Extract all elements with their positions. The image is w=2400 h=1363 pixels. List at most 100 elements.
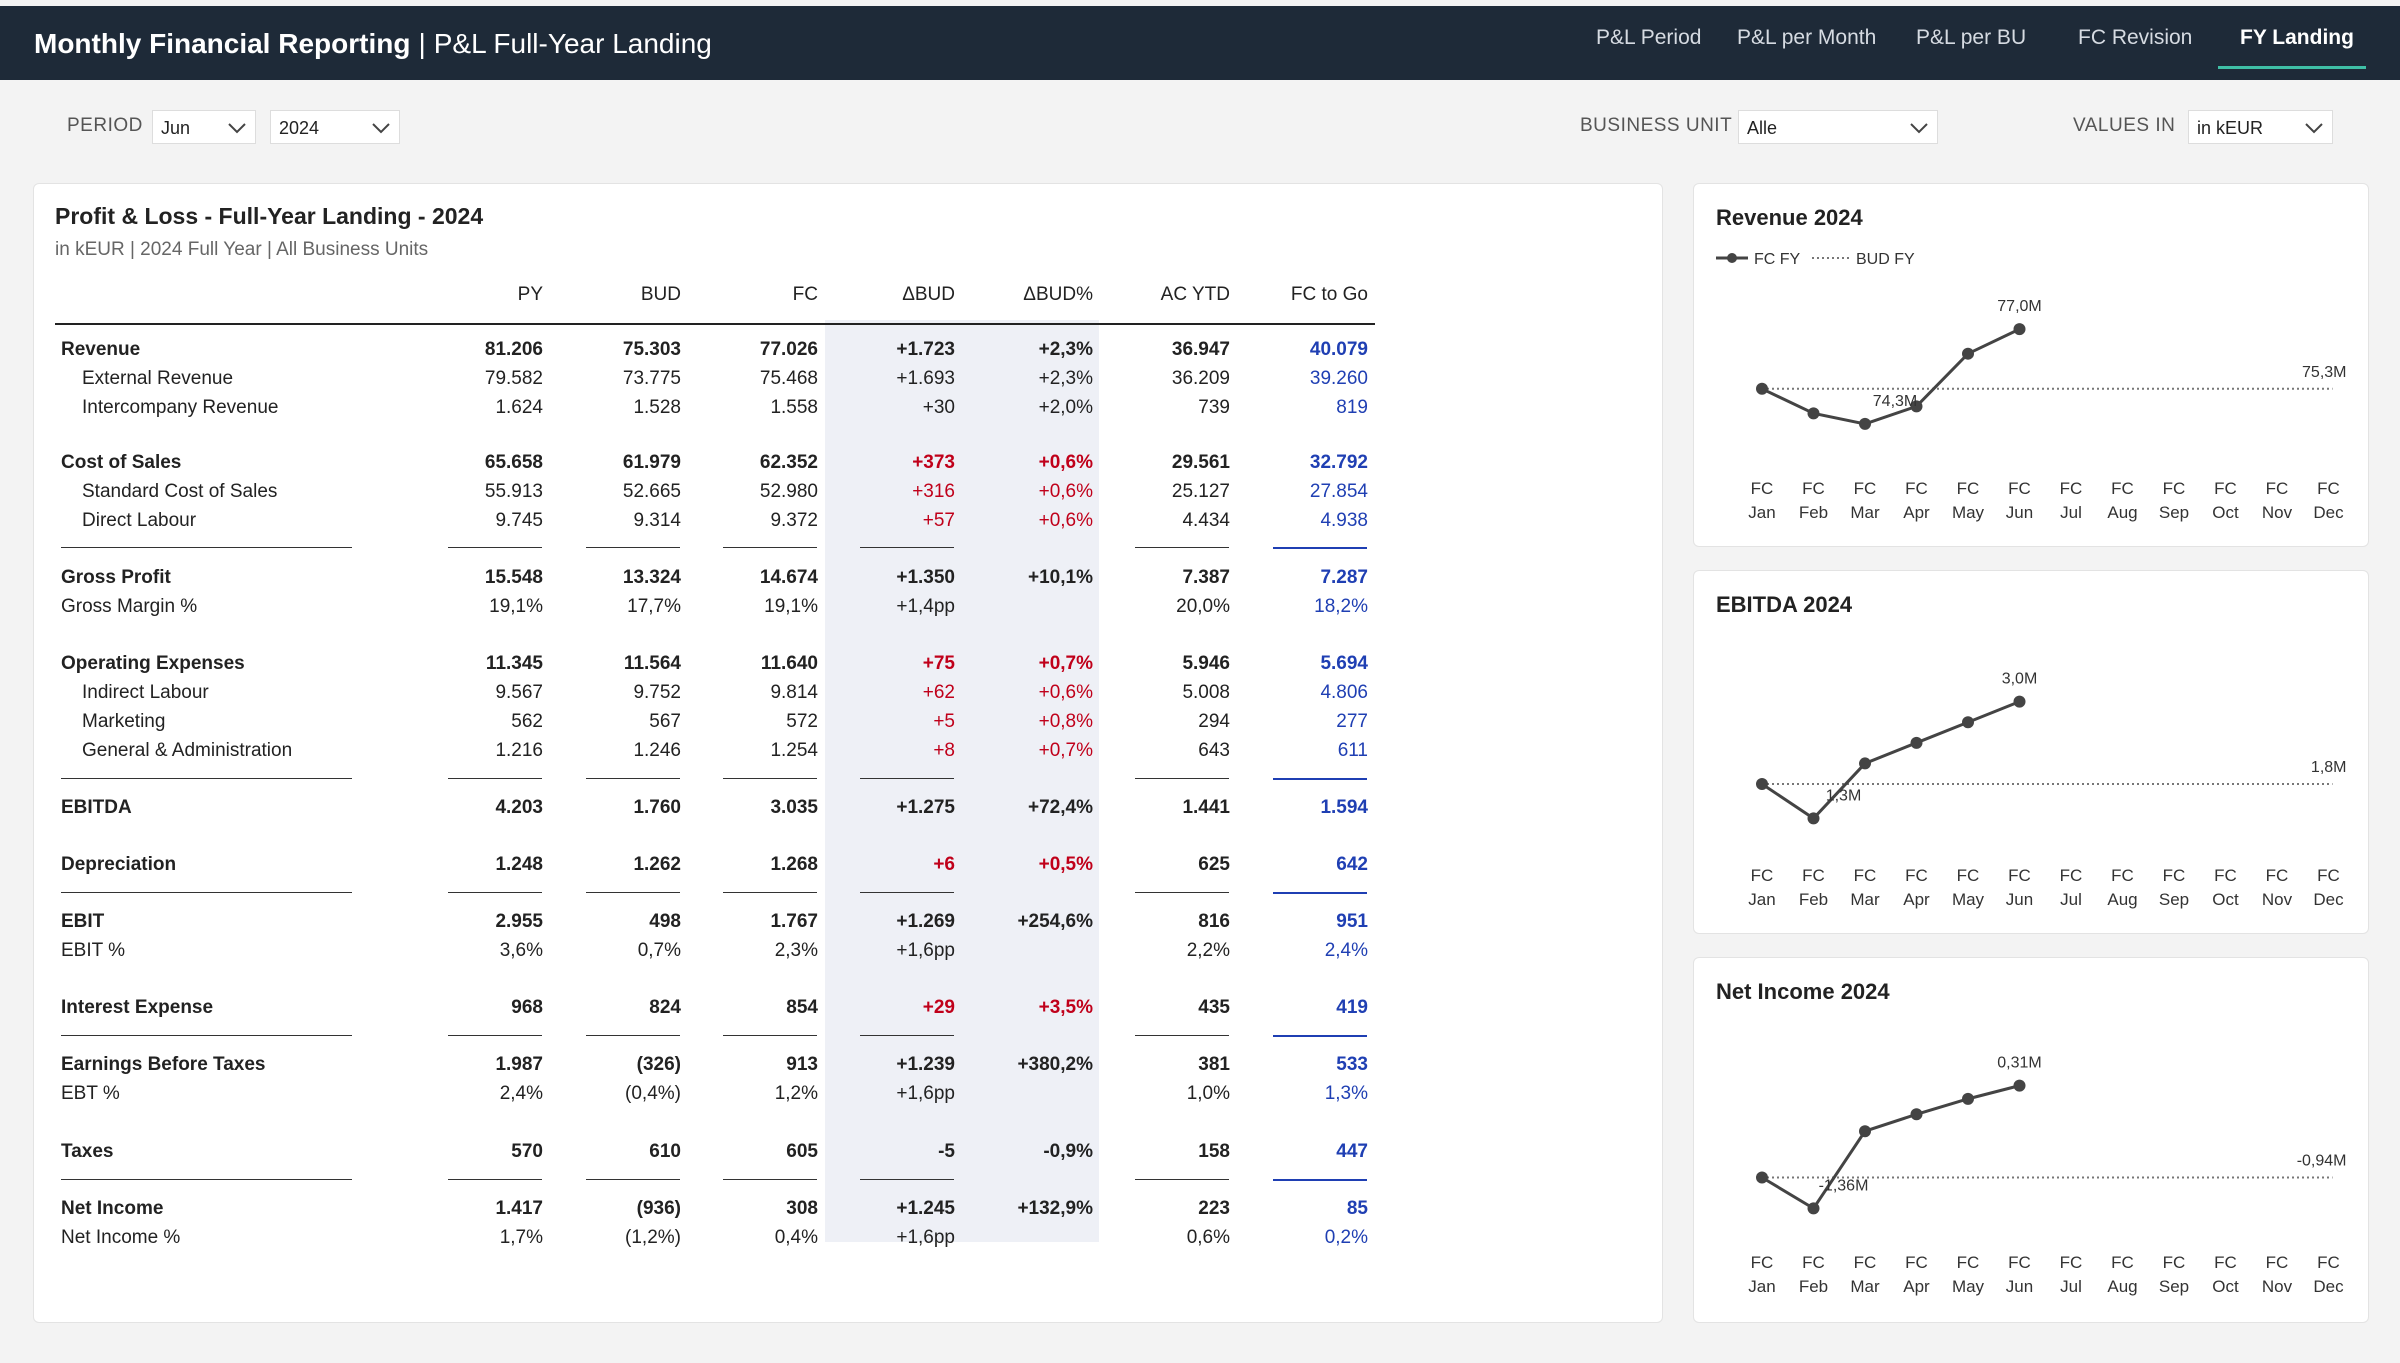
row-label: Earnings Before Taxes xyxy=(61,1054,266,1075)
table-cell: +0,7% xyxy=(1038,653,1093,674)
x-tick-label: Oct xyxy=(2212,1277,2239,1296)
fc-point xyxy=(1962,716,1974,729)
table-cell: 77.026 xyxy=(759,339,818,360)
ebitda-chart-card: EBITDA 2024 1,8M 3,0M 1,3M FC Jan FC Feb FC Mar FC… xyxy=(1693,570,2369,934)
app-title: Monthly Financial Reporting | P&L Full-Yea… xyxy=(34,28,712,60)
top-bar: Monthly Financial Reporting | P&L Full-Yea… xyxy=(0,6,2400,80)
x-tick-prefix: FC xyxy=(1751,1253,1774,1272)
fc-point xyxy=(1756,382,1768,395)
table-cell: 223 xyxy=(1198,1198,1230,1219)
row-label: Revenue xyxy=(61,339,141,360)
table-cell: +0,7% xyxy=(1038,740,1093,761)
chart-title: Revenue 2024 xyxy=(1716,205,1864,230)
table-cell: 32.792 xyxy=(1309,452,1368,473)
x-tick-prefix: FC xyxy=(2060,1253,2083,1272)
fc-point xyxy=(1807,1202,1820,1215)
fc-point xyxy=(2013,323,2026,336)
table-cell: 625 xyxy=(1198,854,1230,875)
subtotal-rule xyxy=(1273,1179,1367,1181)
table-cell: (0,4%) xyxy=(625,1083,681,1104)
table-cell: +10,1% xyxy=(1028,567,1093,588)
table-cell: +1,6pp xyxy=(896,940,955,961)
table-cell: 7.387 xyxy=(1182,567,1230,588)
column-header: FC xyxy=(792,284,818,305)
x-tick-prefix: FC xyxy=(2111,479,2134,498)
subtotal-rule xyxy=(586,1035,680,1036)
table-cell: +316 xyxy=(912,481,955,502)
table-cell: 1.246 xyxy=(633,740,681,761)
x-tick-label: Nov xyxy=(2262,890,2293,909)
values-in-select[interactable]: in kEUR xyxy=(2188,110,2333,144)
x-tick-label: Jan xyxy=(1748,890,1775,909)
tab-fy-landing[interactable]: FY Landing xyxy=(2240,26,2354,49)
table-cell: 381 xyxy=(1198,1054,1230,1075)
table-cell: +132,9% xyxy=(1017,1198,1093,1219)
table-cell: 308 xyxy=(786,1198,818,1219)
row-label: Net Income % xyxy=(61,1227,181,1248)
tab-pl-per-month[interactable]: P&L per Month xyxy=(1737,26,1877,49)
row-label: Intercompany Revenue xyxy=(82,397,279,418)
table-cell: 562 xyxy=(511,711,543,732)
table-cell: 9.372 xyxy=(770,510,818,531)
active-tab-indicator xyxy=(2218,66,2366,69)
table-cell: 2,2% xyxy=(1186,940,1230,961)
subtotal-rule xyxy=(448,547,542,548)
table-cell: 29.561 xyxy=(1171,452,1230,473)
x-tick-prefix: FC xyxy=(2214,479,2237,498)
fc-point xyxy=(1859,757,1871,770)
table-cell: 1.268 xyxy=(770,854,818,875)
subtotal-rule xyxy=(860,1179,954,1180)
subtotal-rule xyxy=(1273,1035,1367,1037)
row-label: Direct Labour xyxy=(82,510,197,531)
table-cell: -0,9% xyxy=(1043,1141,1093,1162)
month-select[interactable]: Jun xyxy=(152,110,256,144)
table-cell: 9.814 xyxy=(770,682,818,703)
table-cell: +30 xyxy=(922,397,955,418)
x-tick-prefix: FC xyxy=(2266,866,2289,885)
x-tick-label: Feb xyxy=(1799,503,1828,522)
fc-point xyxy=(1756,1171,1768,1184)
tab-pl-period[interactable]: P&L Period xyxy=(1596,26,1702,49)
revenue-chart-card: Revenue 2024 FC FY BUD FY 75,3M 77,0M 74,3M FC… xyxy=(1693,183,2369,547)
chevron-down-icon xyxy=(1910,123,1928,134)
table-cell: 1,7% xyxy=(499,1227,543,1248)
table-cell: 36.209 xyxy=(1171,368,1230,389)
subtotal-rule xyxy=(723,1035,817,1036)
table-cell: +1.245 xyxy=(896,1198,955,1219)
revenue-chart: Revenue 2024 FC FY BUD FY 75,3M 77,0M 74,3M FC… xyxy=(1716,205,2347,522)
table-cell: 4.806 xyxy=(1320,682,1368,703)
legend-fc-label: FC FY xyxy=(1754,251,1801,268)
table-cell: 913 xyxy=(786,1054,818,1075)
x-tick-label: May xyxy=(1952,503,1985,522)
table-cell: 19,1% xyxy=(489,596,543,617)
table-cell: 19,1% xyxy=(764,596,818,617)
subtotal-rule xyxy=(860,1035,954,1036)
table-cell: 1.767 xyxy=(770,911,818,932)
column-header: FC to Go xyxy=(1290,284,1368,305)
table-cell: 158 xyxy=(1198,1141,1230,1162)
tab-pl-per-bu[interactable]: P&L per BU xyxy=(1916,26,2027,49)
fc-point xyxy=(2013,1079,2026,1092)
table-cell: 739 xyxy=(1198,397,1230,418)
max-value-label: 77,0M xyxy=(1997,298,2041,315)
tab-fc-revision[interactable]: FC Revision xyxy=(2078,26,2193,49)
table-cell: 5.694 xyxy=(1320,653,1368,674)
subtotal-rule xyxy=(61,1179,352,1180)
business-unit-select[interactable]: Alle xyxy=(1738,110,1938,144)
x-tick-prefix: FC xyxy=(2111,1253,2134,1272)
x-tick-prefix: FC xyxy=(2266,479,2289,498)
x-tick-label: Jun xyxy=(2006,1277,2033,1296)
table-cell: 277 xyxy=(1336,711,1368,732)
year-select[interactable]: 2024 xyxy=(270,110,400,144)
min-value-label: 1,3M xyxy=(1826,787,1862,804)
fc-point xyxy=(1807,812,1820,825)
table-cell: 1.987 xyxy=(495,1054,543,1075)
table-cell: 11.640 xyxy=(760,653,818,674)
row-label: Net Income xyxy=(61,1198,164,1219)
table-cell: 25.127 xyxy=(1171,481,1230,502)
row-label: External Revenue xyxy=(82,368,234,389)
subtotal-rule xyxy=(1135,1035,1229,1036)
table-cell: +0,8% xyxy=(1038,711,1093,732)
x-tick-prefix: FC xyxy=(1802,1253,1825,1272)
app-name: Monthly Financial Reporting xyxy=(34,28,411,59)
